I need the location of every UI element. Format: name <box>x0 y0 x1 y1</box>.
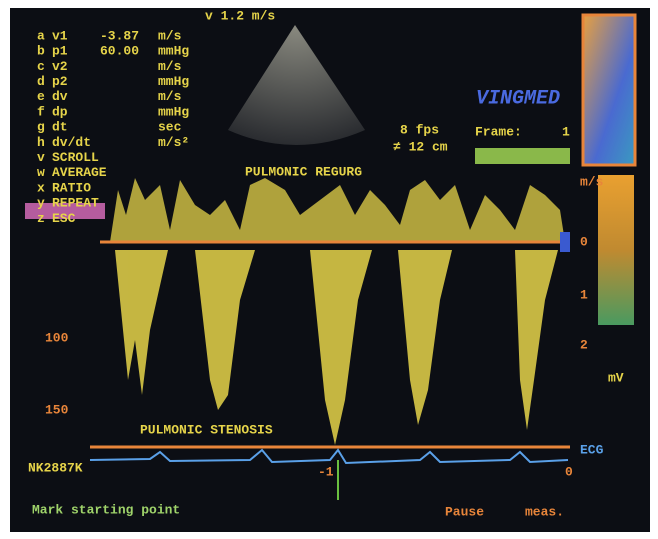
menu-label: dv <box>52 89 68 104</box>
menu-label: SCROLL <box>52 150 99 165</box>
patient-id: NK2887K <box>28 460 83 475</box>
menu-label: p1 <box>52 44 68 59</box>
prompt: Mark starting point <box>32 502 180 517</box>
menu-key: f <box>37 104 45 119</box>
menu-unit: mmHg <box>158 104 189 119</box>
menu-key: v <box>37 150 45 165</box>
scale-label: 100 <box>45 330 69 345</box>
color-map <box>583 15 635 165</box>
time-label: -1 <box>318 464 334 479</box>
scale-label: 150 <box>45 402 69 417</box>
menu-key: e <box>37 89 45 104</box>
menu-key: z <box>37 211 45 226</box>
menu-key: g <box>37 120 45 135</box>
menu-label: dp <box>52 104 68 119</box>
frame-bar <box>475 148 570 164</box>
menu-key: h <box>37 135 45 150</box>
ecg-unit: mV <box>608 370 624 385</box>
frame-rate: 8 fps <box>400 122 439 137</box>
menu-key: w <box>37 165 45 180</box>
menu-unit: sec <box>158 120 182 135</box>
scale-unit: m/s <box>580 174 604 189</box>
page: v 1.2 m/s 8 fps ≠ 12 cm VINGMED Frame: 1… <box>0 0 658 539</box>
menu-label: AVERAGE <box>52 165 107 180</box>
menu-key: a <box>37 28 45 43</box>
menu-value: 60.00 <box>100 44 139 59</box>
time-label: 0 <box>565 464 573 479</box>
scale-label: 2 <box>580 337 588 352</box>
menu-key: b <box>37 44 45 59</box>
ecg-label: ECG <box>580 442 604 457</box>
measure: meas. <box>525 504 564 519</box>
menu-label: ESC <box>52 211 76 226</box>
pause: Pause <box>445 504 484 519</box>
menu-unit: m/s² <box>158 135 189 150</box>
menu-label: v2 <box>52 59 68 74</box>
menu-label: p2 <box>52 74 68 89</box>
scale-label: 0 <box>580 234 588 249</box>
menu-label: dv/dt <box>52 135 91 150</box>
velocity-scale: v 1.2 m/s <box>205 8 275 23</box>
menu-label: dt <box>52 120 68 135</box>
menu-label: RATIO <box>52 180 91 195</box>
logo: VINGMED <box>476 87 560 110</box>
depth: ≠ 12 cm <box>393 139 448 154</box>
frame-number: 1 <box>562 124 570 139</box>
menu-unit: m/s <box>158 28 182 43</box>
menu-label: v1 <box>52 28 68 43</box>
menu-key: y <box>37 196 45 211</box>
menu-unit: mmHg <box>158 44 189 59</box>
menu-unit: m/s <box>158 59 182 74</box>
scale-label: 1 <box>580 287 588 302</box>
screen: v 1.2 m/s 8 fps ≠ 12 cm VINGMED Frame: 1… <box>0 0 658 539</box>
color-bar <box>598 175 634 325</box>
menu-key: c <box>37 59 45 74</box>
menu-label: REPEAT <box>52 196 99 211</box>
annotation: PULMONIC STENOSIS <box>140 422 273 437</box>
annotation: PULMONIC REGURG <box>245 164 362 179</box>
menu-key: x <box>37 180 45 195</box>
menu-key: d <box>37 74 45 89</box>
menu-unit: m/s <box>158 89 182 104</box>
menu-value: -3.87 <box>100 28 139 43</box>
frame-label: Frame: <box>475 124 522 139</box>
menu-unit: mmHg <box>158 74 189 89</box>
baseline-marker <box>560 232 570 252</box>
